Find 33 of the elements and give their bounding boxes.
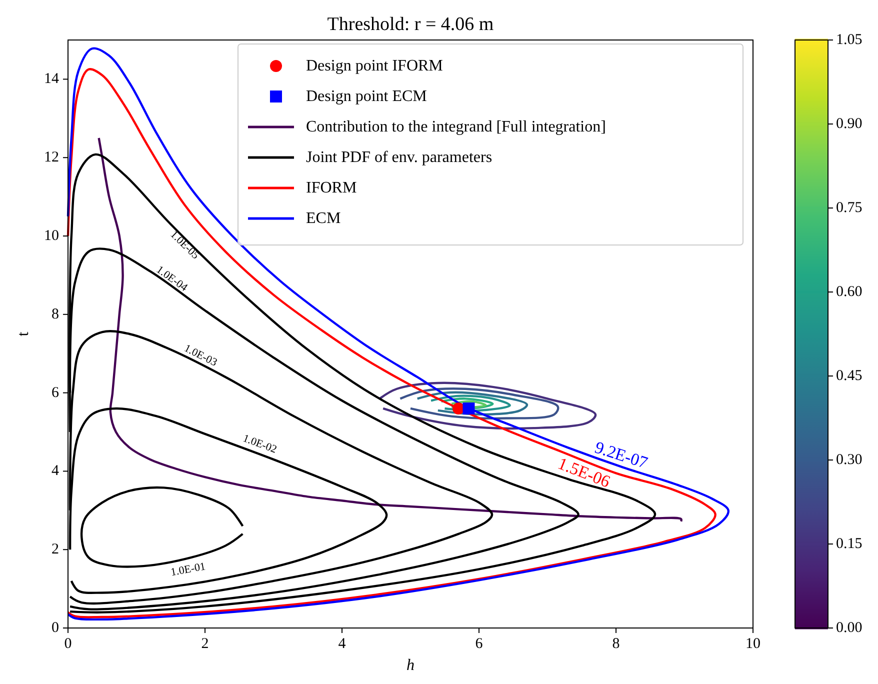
x-tick-label: 4 [338, 636, 346, 652]
y-tick-label: 8 [52, 306, 59, 322]
y-tick-label: 4 [52, 463, 60, 480]
color-bar-label: 1.05 [836, 32, 862, 48]
y-tick-label: 2 [52, 542, 59, 558]
y-tick-label: 6 [52, 384, 60, 401]
y-axis-title: t [15, 331, 32, 336]
y-tick-label: 0 [52, 620, 59, 636]
legend-label: Design point IFORM [306, 58, 443, 74]
annotation: 1.0E-02 [241, 432, 278, 456]
legend-label: ECM [306, 210, 341, 227]
x-tick-label: 6 [475, 636, 484, 652]
y-tick-label: 10 [44, 228, 59, 244]
color-bar-label: 0.60 [836, 284, 862, 300]
y-tick-label: 12 [44, 150, 59, 166]
color-bar-label: 0.90 [836, 116, 862, 132]
chart-title: Threshold: r = 4.06 m [327, 14, 494, 35]
color-bar-label: 0.30 [836, 452, 862, 468]
color-bar-label: 0.75 [836, 200, 862, 216]
x-tick-label: 0 [64, 636, 72, 652]
annotation: 1.0E-01 [170, 560, 207, 579]
color-bar-label: 0.15 [836, 536, 862, 552]
x-tick-label: 8 [612, 636, 620, 652]
x-axis-title: h [406, 657, 414, 674]
legend-label: Design point ECM [306, 88, 427, 105]
y-tick-label: 14 [44, 71, 60, 88]
x-tick-label: 10 [746, 636, 760, 652]
color-bar-label: 0.45 [836, 368, 862, 384]
x-tick-label: 2 [201, 636, 209, 652]
legend-label: IFORM [306, 180, 357, 196]
legend-label: Joint PDF of env. parameters [306, 149, 492, 166]
legend-label: Contribution to the integrand [Full integration] [306, 118, 606, 136]
color-bar-label: 0.00 [836, 620, 862, 636]
